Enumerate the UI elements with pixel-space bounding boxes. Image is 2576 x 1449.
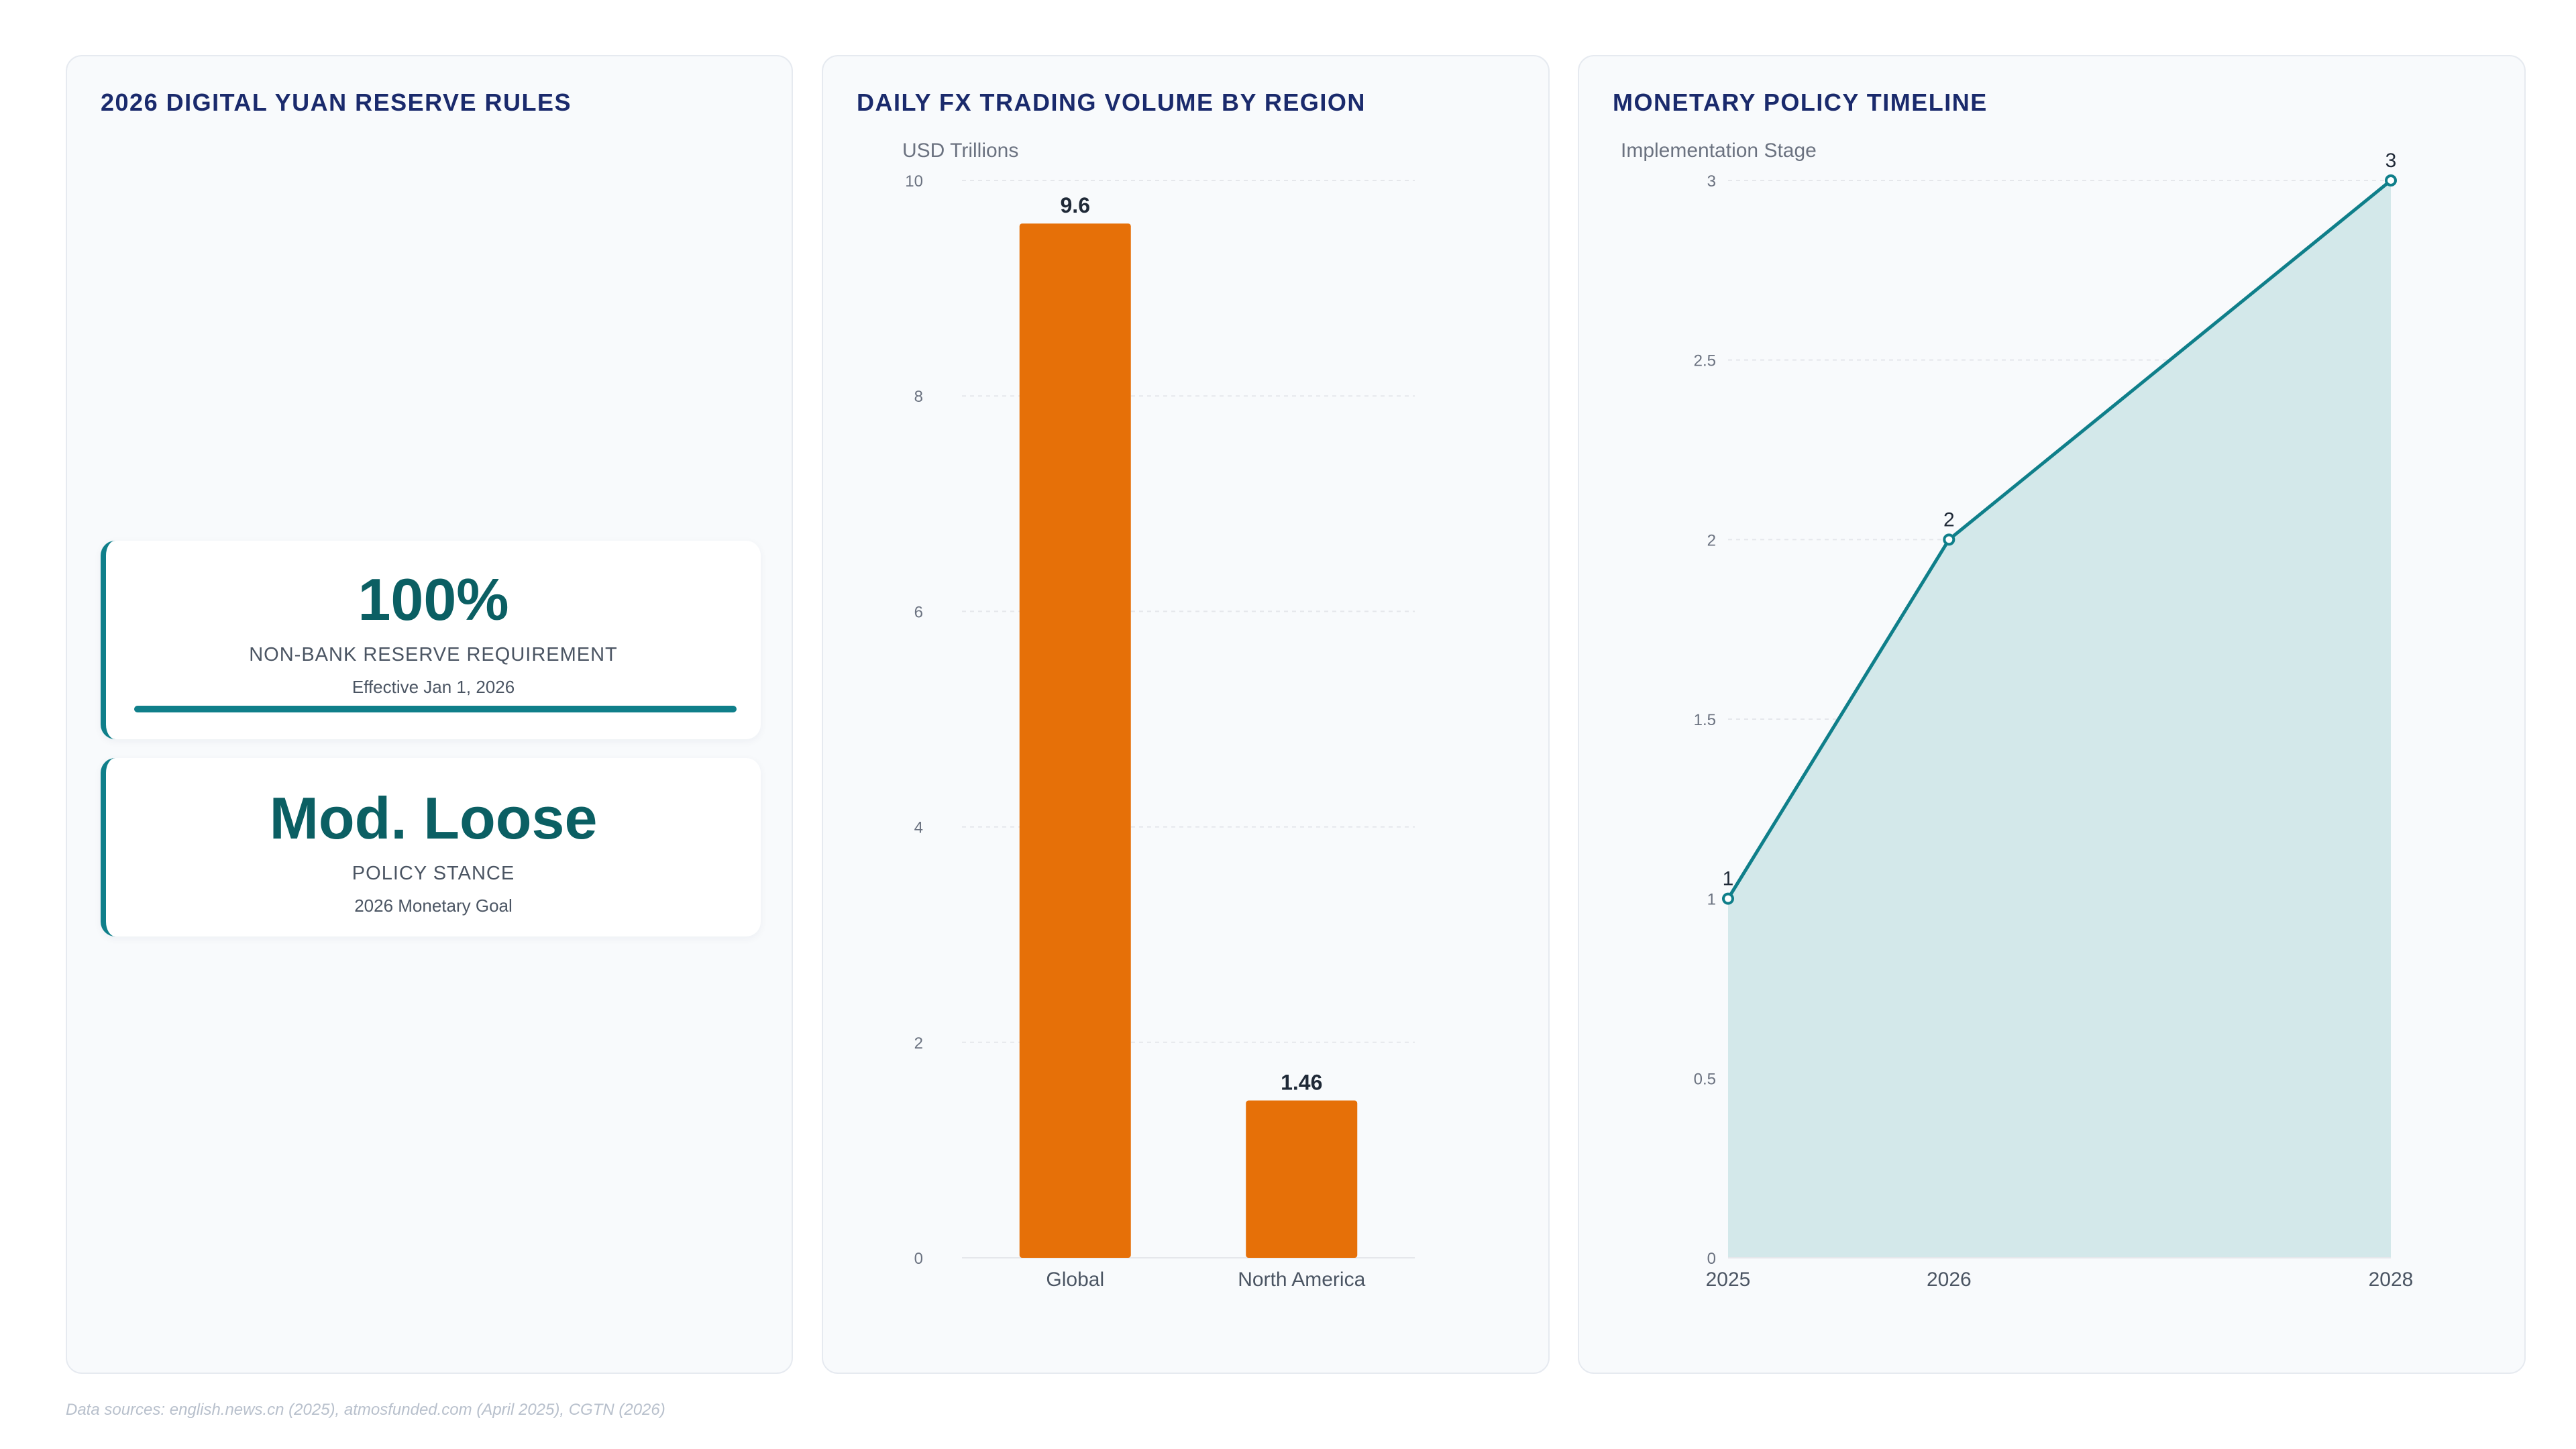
area-chart-y-tick-label: 3 bbox=[1707, 172, 1716, 191]
fx-volume-title: DAILY FX TRADING VOLUME BY REGION bbox=[857, 89, 1366, 116]
area-chart-y-tick-label: 2.5 bbox=[1694, 352, 1716, 370]
bar-chart-x-tick-label: Global bbox=[1046, 1269, 1104, 1291]
bar-value-label: 1.46 bbox=[1281, 1071, 1322, 1095]
bar-global bbox=[1019, 223, 1131, 1258]
policy-stance-goal: 2026 Monetary Goal bbox=[354, 896, 513, 916]
bar-chart-y-tick-label: 2 bbox=[914, 1034, 923, 1053]
timeline-point bbox=[1722, 892, 1734, 905]
policy-stance-label: POLICY STANCE bbox=[352, 863, 515, 884]
bar-value-label: 9.6 bbox=[1061, 193, 1090, 217]
bar-chart-y-tick-label: 8 bbox=[914, 388, 923, 406]
area-chart-y-tick-label: 0 bbox=[1707, 1250, 1716, 1268]
reserve-requirement-date: Effective Jan 1, 2026 bbox=[352, 677, 515, 697]
timeline-point-label: 3 bbox=[2385, 150, 2397, 172]
bar-chart-y-axis-title: USD Trillions bbox=[902, 140, 1018, 162]
bar-chart-y-tick-label: 0 bbox=[914, 1250, 923, 1268]
timeline-point bbox=[1943, 533, 1955, 546]
data-sources-footnote: Data sources: english.news.cn (2025), at… bbox=[66, 1401, 665, 1419]
reserve-progress-fill bbox=[134, 706, 737, 712]
fx-volume-panel: DAILY FX TRADING VOLUME BY REGION USD Tr… bbox=[822, 55, 1550, 1374]
policy-timeline-panel: MONETARY POLICY TIMELINE Implementation … bbox=[1578, 55, 2526, 1374]
policy-timeline-area-chart: Implementation Stage 0 0.5 1 1.5 2 2.5 3 1 2 3 2025… bbox=[1621, 140, 2414, 1291]
policy-stance-card: Mod. Loose POLICY STANCE 2026 Monetary G… bbox=[101, 758, 761, 936]
bar-chart-y-tick-label: 4 bbox=[914, 819, 923, 837]
bar-chart-y-tick-label: 10 bbox=[905, 172, 923, 191]
bar-north-america bbox=[1246, 1100, 1358, 1258]
timeline-area-fill bbox=[1728, 180, 2391, 1258]
reserve-rules-title: 2026 DIGITAL YUAN RESERVE RULES bbox=[101, 89, 572, 116]
bar-chart-x-tick-label: North America bbox=[1238, 1269, 1365, 1291]
reserve-requirement-label: NON-BANK RESERVE REQUIREMENT bbox=[249, 644, 618, 665]
area-chart-y-tick-label: 1.5 bbox=[1694, 711, 1716, 729]
timeline-point-label: 1 bbox=[1723, 868, 1734, 890]
policy-timeline-title: MONETARY POLICY TIMELINE bbox=[1613, 89, 1988, 116]
fx-volume-bar-chart: USD Trillions 0 2 4 6 8 10 9.6 Global 1.46 North A… bbox=[902, 140, 1415, 1291]
reserve-rules-panel: 2026 DIGITAL YUAN RESERVE RULES 100% NON… bbox=[66, 55, 793, 1374]
area-chart-x-tick-label: 2026 bbox=[1927, 1269, 1972, 1291]
timeline-point-label: 2 bbox=[1943, 508, 1955, 531]
timeline-point bbox=[2385, 174, 2397, 186]
reserve-progress-bar bbox=[134, 706, 737, 712]
area-chart-y-axis-title: Implementation Stage bbox=[1621, 140, 1817, 162]
policy-stance-value: Mod. Loose bbox=[269, 785, 598, 851]
area-chart-y-tick-label: 1 bbox=[1707, 891, 1716, 909]
area-chart-y-tick-label: 2 bbox=[1707, 531, 1716, 549]
reserve-requirement-card: 100% NON-BANK RESERVE REQUIREMENT Effect… bbox=[101, 541, 761, 739]
reserve-requirement-value: 100% bbox=[358, 566, 509, 633]
area-chart-x-tick-label: 2028 bbox=[2369, 1269, 2414, 1291]
bar-chart-y-tick-label: 6 bbox=[914, 603, 923, 621]
area-chart-y-tick-label: 0.5 bbox=[1694, 1070, 1716, 1088]
area-chart-x-tick-label: 2025 bbox=[1706, 1269, 1751, 1291]
